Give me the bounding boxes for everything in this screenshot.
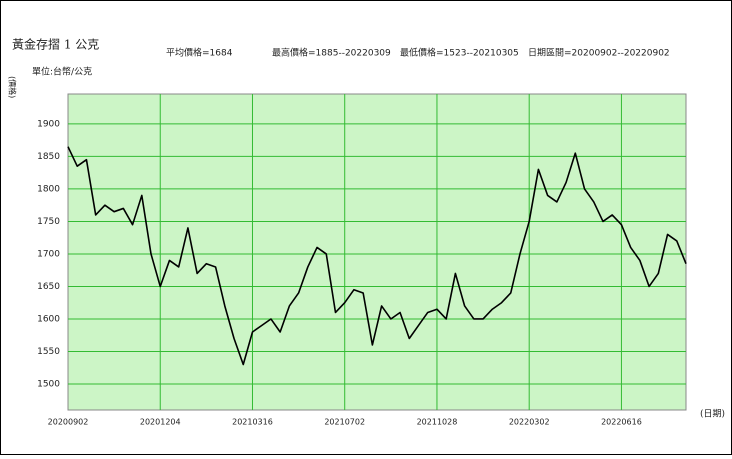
x-axis-label: (日期) <box>700 409 725 420</box>
y-tick-label: 1500 <box>37 379 60 389</box>
y-tick-label: 1650 <box>37 282 60 292</box>
x-tick-label: 20210316 <box>232 418 273 427</box>
chart-title: 黃金存摺 1 公克 <box>12 37 99 52</box>
annotation: 最低價格=1523--20210305 <box>400 47 519 59</box>
y-tick-label: 1850 <box>37 152 60 162</box>
y-tick-label: 1900 <box>37 119 60 129</box>
x-tick-label: 20220302 <box>509 418 550 427</box>
annotation: 日期區間=20200902--20220902 <box>528 48 670 59</box>
price-line <box>67 146 687 366</box>
y-tick-label: 1550 <box>37 347 60 357</box>
y-axis-label: (價格) <box>8 76 18 98</box>
x-tick-label: 20201204 <box>140 418 181 427</box>
y-tick-label: 1600 <box>37 314 60 324</box>
plot-area <box>67 93 687 411</box>
annotation: 最高價格=1885--20220309 <box>272 47 391 59</box>
y-tick-label: 1700 <box>37 249 60 259</box>
subtitle: 單位:台幣/公克 <box>32 66 92 78</box>
x-tick-label: 20200902 <box>48 418 89 427</box>
annotation: 平均價格=1684 <box>166 47 233 59</box>
y-tick-label: 1800 <box>37 184 60 194</box>
y-tick-label: 1750 <box>37 217 60 227</box>
x-tick-label: 20211028 <box>417 418 458 427</box>
x-tick-label: 20220616 <box>601 418 642 427</box>
x-tick-label: 20210702 <box>324 418 365 427</box>
